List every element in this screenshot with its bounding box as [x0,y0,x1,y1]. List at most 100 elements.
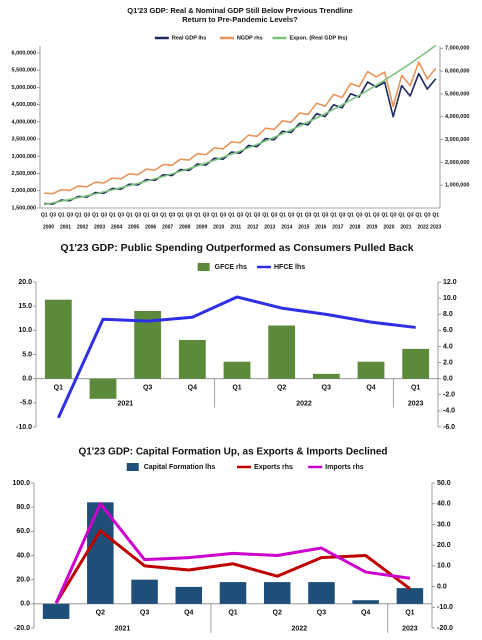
bar [396,588,424,604]
x-group-label: 2008 [179,224,190,230]
x-tick-label: Q3 [143,385,152,392]
bar [219,582,247,604]
y2-tick-label: 20.0 [437,542,451,549]
x-tick-label: Q1 [54,385,63,392]
x-tick-label: Q2 [96,610,105,617]
chart-subtitle: Return to Pre-Pandemic Levels? [182,15,298,24]
y-tick-label: 2,500,000 [12,171,36,177]
y-tick-label: 5,000,000 [12,85,36,91]
x-tick-label: Q1 [211,212,218,218]
y-tick-label: 1,500,000 [12,205,36,211]
x-group-label: 2017 [332,224,343,230]
legend-label: Exports rhs [254,464,293,471]
x-tick-label: Q2 [273,610,282,617]
x-tick-label: Q3 [254,212,261,218]
y-tick-label: 15.0 [18,303,32,310]
y2-tick-label: -2.0 [443,392,455,399]
x-tick-label: Q1 [296,212,303,218]
bar [44,299,72,379]
x-tick-label: Q1 [347,212,354,218]
chart-title: Q1'23 GDP: Real & Nominal GDP Still Belo… [127,6,352,15]
x-tick-label: Q1 [330,212,337,218]
bar [223,361,251,379]
bar [263,582,291,604]
bar [268,325,296,379]
x-tick-label: Q3 [100,212,107,218]
y2-tick-label: -10.0 [437,604,453,611]
y-tick-label: 20.0 [18,279,32,286]
y-tick-label: 10.0 [18,327,32,334]
bar [42,603,70,619]
bar [402,348,430,379]
y2-tick-label: 40.0 [437,501,451,508]
x-tick-label: Q3 [118,212,125,218]
y-tick-label: 20.0 [16,577,30,584]
x-group-label: 2010 [213,224,224,230]
x-tick-label: Q1 [126,212,133,218]
x-tick-label: Q3 [356,212,363,218]
bar [175,586,203,604]
bar [308,582,335,604]
y2-tick-label: 3,000,000 [445,137,469,143]
chart-title: Q1'23 GDP: Public Spending Outperformed … [60,242,413,254]
x-tick-label: Q1 [177,212,184,218]
y2-tick-label: 1,000,000 [445,183,469,189]
x-group-label: 2005 [128,224,139,230]
series-line [56,295,416,419]
y-tick-label: 100.0 [12,480,30,487]
x-tick-label: Q1 [279,212,286,218]
x-tick-label: Q1 [432,212,439,218]
x-group-label: 2002 [77,224,88,230]
y2-tick-label: 50.0 [437,480,451,487]
x-group-label: 2000 [43,224,54,230]
bar [178,340,206,379]
series-line [54,529,411,604]
y-tick-label: 80.0 [16,504,30,511]
y-tick-label: 3,000,000 [12,154,36,160]
x-group-label: 2007 [162,224,173,230]
y-tick-label: 5.0 [22,351,32,358]
x-tick-label: Q4 [361,610,370,617]
x-tick-label: Q1 [143,212,150,218]
y-tick-label: 4,500,000 [12,102,36,108]
x-tick-label: Q1 [262,212,269,218]
x-tick-label: Q1 [381,212,388,218]
x-tick-label: Q3 [66,212,73,218]
x-group-label: 2011 [230,224,241,230]
x-tick-label: Q3 [271,212,278,218]
x-group-label: 2019 [366,224,377,230]
x-tick-label: Q1 [405,610,414,617]
chart-title: Q1'23 GDP: Capital Formation Up, as Expo… [78,447,387,458]
x-tick-label: Q1 [415,212,422,218]
y2-tick-label: 8.0 [443,311,453,318]
bar [312,373,340,379]
x-tick-label: Q1 [109,212,116,218]
y-tick-label: 60.0 [16,528,30,535]
y2-tick-label: 7,000,000 [445,46,469,52]
x-tick-label: Q3 [407,212,414,218]
y-tick-label: 0.0 [22,376,32,383]
y-tick-label: 3,500,000 [12,137,36,143]
y2-tick-label: -4.0 [443,408,455,415]
y2-tick-label: 12.0 [443,279,457,286]
x-tick-label: Q3 [322,385,331,392]
y-tick-label: 6,000,000 [12,50,36,56]
y-tick-label: -10.0 [16,424,32,431]
x-tick-label: Q3 [140,610,149,617]
y2-tick-label: 6,000,000 [445,69,469,75]
y-tick-label: 4,000,000 [12,119,36,125]
x-tick-label: Q1 [92,212,99,218]
x-tick-label: Q3 [152,212,159,218]
x-tick-label: Q3 [169,212,176,218]
bar [87,502,114,604]
x-tick-label: Q3 [339,212,346,218]
x-tick-label: Q1 [398,212,405,218]
bar [357,361,385,379]
y2-tick-label: 0.0 [437,583,447,590]
x-tick-label: Q1 [411,385,420,392]
series-line [44,61,437,195]
x-group-label: 2012 [247,224,258,230]
x-tick-label: Q1 [58,212,65,218]
x-tick-label: Q4 [188,385,197,392]
